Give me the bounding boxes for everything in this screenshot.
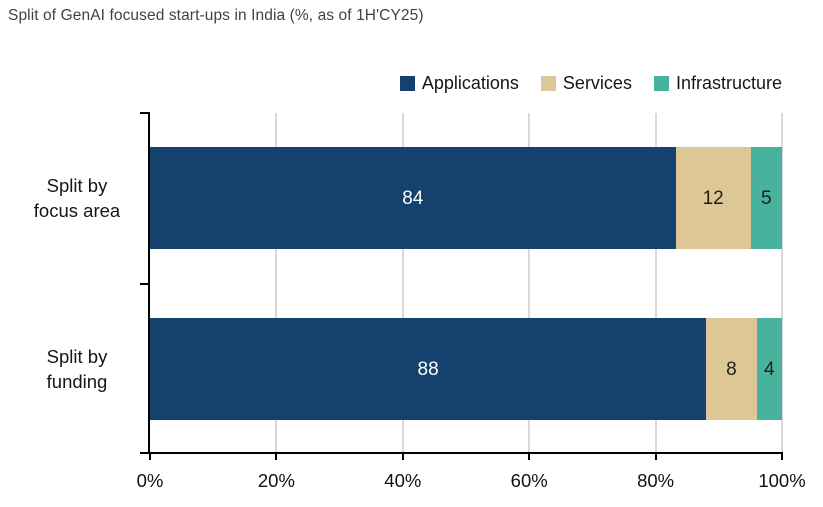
bar-value-label: 84 (402, 187, 424, 209)
legend-label: Infrastructure (675, 73, 782, 93)
y-axis-tick (140, 282, 150, 285)
x-axis-tick (654, 452, 657, 460)
legend-label: Applications (421, 73, 519, 93)
category-label: Split by funding (14, 344, 140, 394)
x-axis-tick (275, 452, 278, 460)
bar-value-label: 5 (761, 187, 772, 209)
y-axis-tick (140, 452, 150, 454)
bar-segment-applications: 88 (150, 318, 707, 420)
category-label-line: focus area (33, 200, 121, 221)
category-label-line: funding (46, 371, 108, 392)
legend-label: Services (562, 73, 632, 93)
gridline (401, 113, 404, 452)
bar-value-label: 12 (702, 187, 724, 209)
bar-segment-applications: 84 (150, 147, 676, 249)
legend: Applications Services Infrastructure (399, 73, 782, 94)
x-tick-label: 100% (758, 470, 806, 491)
x-axis-tick (401, 452, 404, 460)
x-tick-label: 0% (136, 470, 164, 491)
gridline (275, 113, 278, 452)
y-axis-tick (140, 112, 150, 114)
gridline (781, 113, 783, 452)
category-label: Split by focus area (14, 173, 140, 223)
bar-segment-services: 8 (706, 318, 757, 420)
x-tick-label: 60% (510, 470, 548, 491)
x-tick-label: 20% (257, 470, 295, 491)
bar-segment-infrastructure: 5 (750, 147, 782, 249)
category-label-line: Split by (46, 346, 108, 367)
category-label-line: Split by (46, 175, 108, 196)
x-axis-tick (528, 452, 531, 460)
gridline (528, 113, 531, 452)
x-tick-label: 80% (637, 470, 675, 491)
plot-area: 0% 20% 40% 60% 80% 100% 84 12 5 Split by focus are… (34, 112, 806, 491)
bar-value-label: 8 (726, 358, 737, 380)
chart-title: Split of GenAI focused start-ups in Indi… (8, 7, 424, 24)
bar-value-label: 88 (417, 358, 439, 380)
bar-row: 84 12 5 (150, 147, 782, 249)
legend-swatch-icon (399, 76, 415, 91)
legend-item: Services (540, 73, 632, 94)
legend-swatch-icon (653, 76, 669, 91)
x-tick-label: 40% (384, 470, 422, 491)
bar-value-label: 4 (764, 358, 775, 380)
x-axis-tick (781, 452, 783, 460)
gridline (654, 113, 657, 452)
x-axis-tick (149, 452, 151, 460)
legend-swatch-icon (540, 76, 556, 91)
legend-item: Infrastructure (653, 73, 782, 94)
bar-row: 88 8 4 (150, 318, 782, 420)
bar-segment-infrastructure: 4 (756, 318, 782, 420)
legend-item: Applications (399, 73, 519, 94)
bar-segment-services: 12 (675, 147, 751, 249)
